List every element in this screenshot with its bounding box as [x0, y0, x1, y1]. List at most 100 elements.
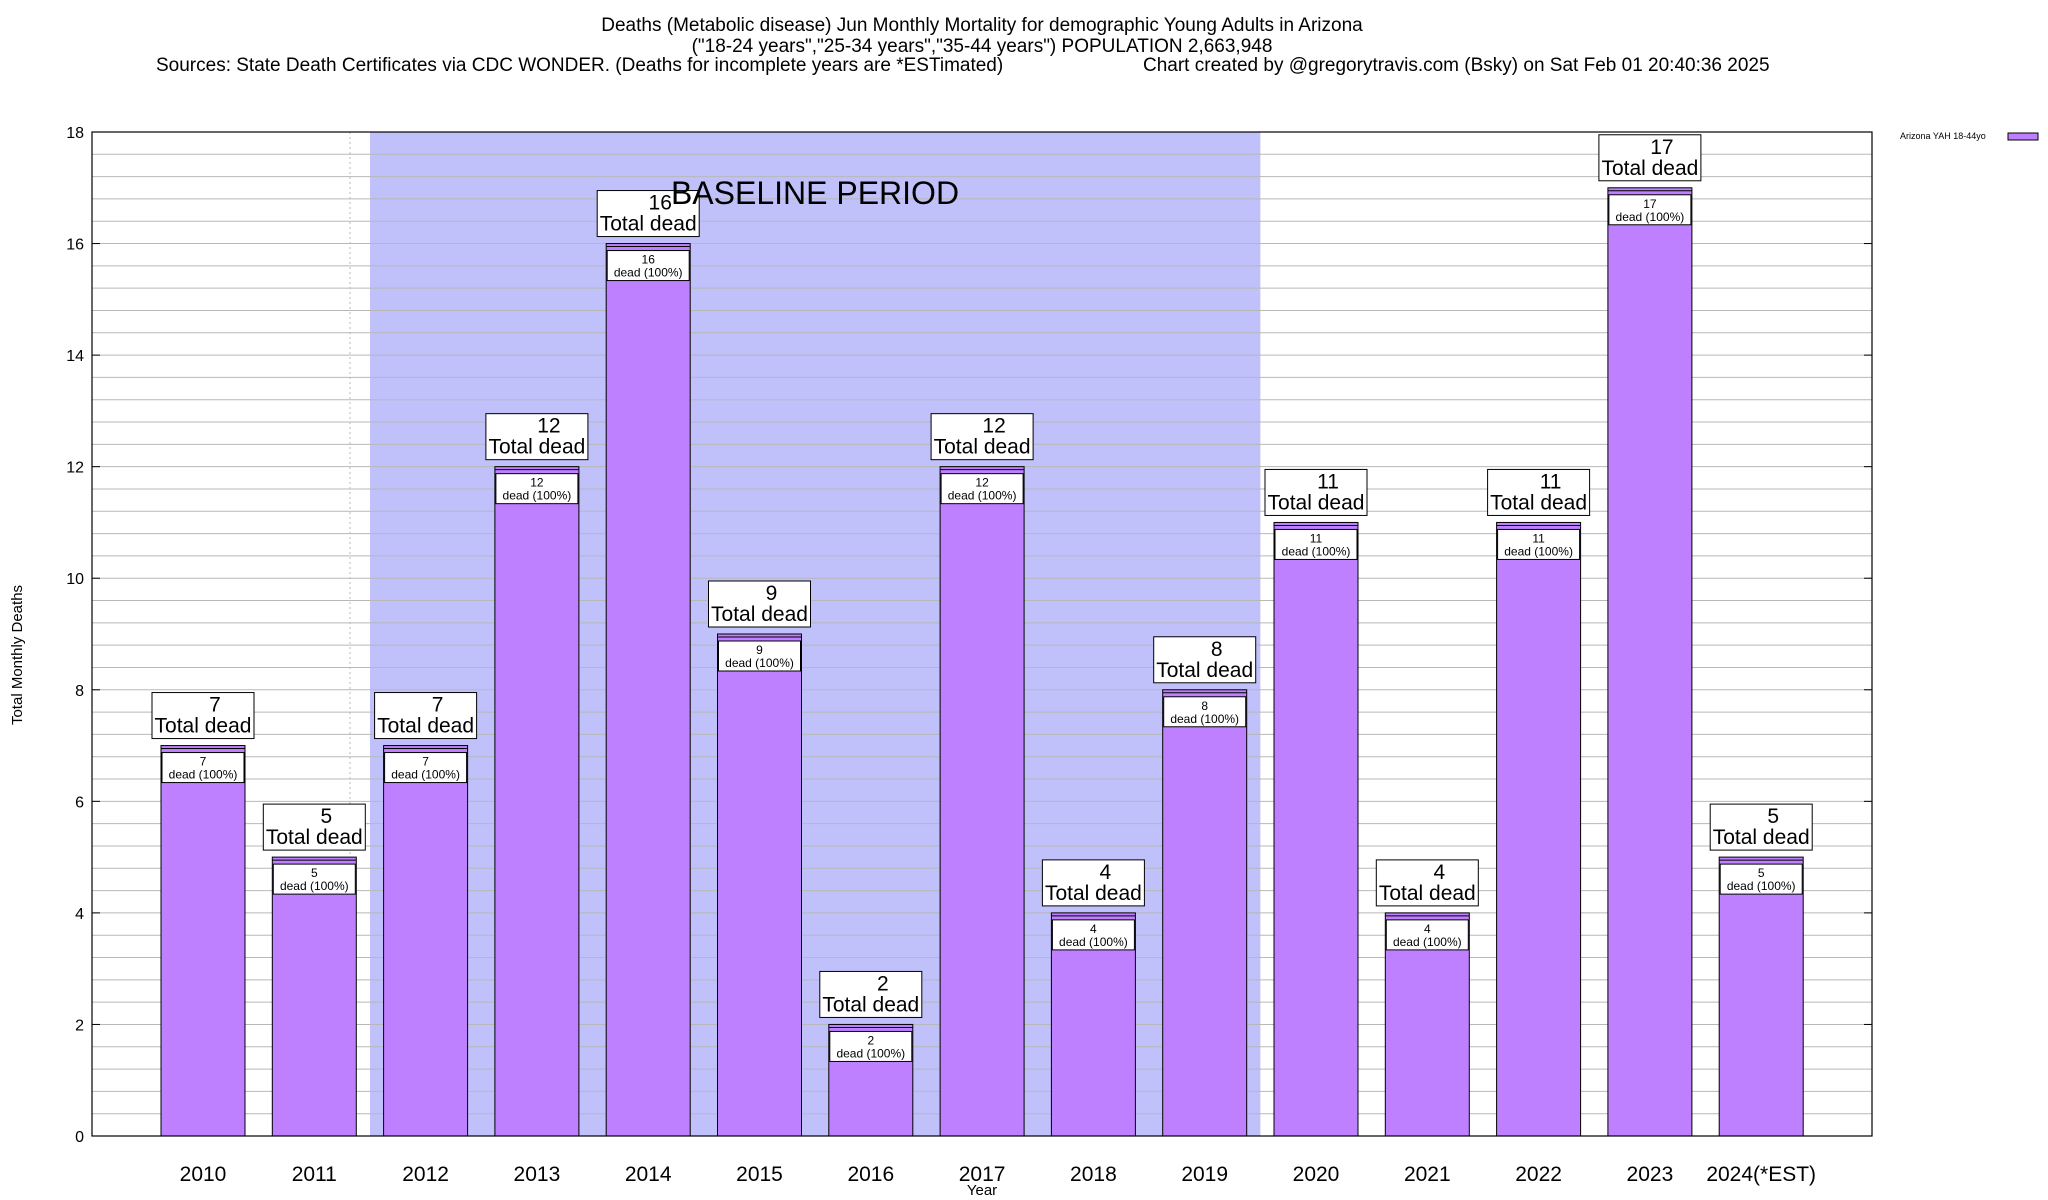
inner-label-value: 9	[756, 643, 763, 657]
x-tick-label-2019: 2019	[1181, 1163, 1228, 1186]
inner-label-text: dead (100%)	[1282, 544, 1351, 558]
bars-layer	[160, 187, 1804, 1137]
total-label-text: Total dead	[1268, 491, 1365, 514]
x-tick-label-2024(*EST): 2024(*EST)	[1706, 1163, 1816, 1186]
inner-label-box	[940, 473, 1024, 505]
inner-label-text: dead (100%)	[503, 489, 572, 503]
inner-label-value: 11	[1310, 531, 1323, 545]
inner-label-box	[495, 473, 579, 505]
total-label-value: 12	[537, 415, 560, 438]
x-tick-label-2022: 2022	[1515, 1163, 1562, 1186]
total-label-text: Total dead	[1601, 157, 1698, 180]
inner-label-value: 4	[1424, 922, 1431, 936]
inner-label-value: 7	[200, 755, 207, 769]
x-tick-label-2023: 2023	[1627, 1163, 1674, 1186]
title-line-3: Sources: State Death Certificates via CD…	[156, 55, 1003, 76]
inner-label-text: dead (100%)	[836, 1046, 905, 1060]
total-label-box	[1153, 636, 1257, 684]
inner-label-value: 12	[530, 476, 544, 490]
inner-label-text: dead (100%)	[391, 768, 460, 782]
total-label-value: 9	[766, 582, 778, 605]
total-label-box	[1598, 134, 1702, 182]
inner-label-box	[384, 752, 468, 784]
x-tick-label-2018: 2018	[1070, 1163, 1117, 1186]
total-label-text: Total dead	[1713, 826, 1810, 849]
x-tick-label-2016: 2016	[847, 1163, 894, 1186]
total-label-value: 4	[1433, 861, 1445, 884]
bar-2012	[383, 745, 469, 1137]
bar-2015	[717, 633, 802, 1137]
total-label-box	[708, 580, 811, 628]
inner-label-text: dead (100%)	[725, 656, 794, 670]
x-axis-title: Year	[967, 1182, 997, 1199]
y-tick-label-14: 14	[66, 348, 84, 365]
title-line-1: Deaths (Metabolic disease) Jun Monthly M…	[601, 15, 1363, 36]
bar-2020	[1273, 521, 1359, 1137]
inner-label-value: 7	[422, 755, 429, 769]
inner-label-box	[272, 863, 356, 895]
inner-label-box	[1163, 696, 1247, 728]
x-tick-label-2014: 2014	[625, 1163, 672, 1186]
inner-label-box	[1274, 528, 1358, 560]
inner-label-box	[829, 1030, 913, 1062]
total-label-box	[596, 190, 700, 238]
inner-label-box	[161, 752, 245, 784]
total-label-value: 7	[432, 694, 444, 717]
inner-label-box	[1497, 528, 1581, 560]
inner-label-text: dead (100%)	[1727, 879, 1796, 893]
total-label-value: 11	[1317, 470, 1339, 493]
total-label-text: Total dead	[600, 213, 697, 236]
x-tick-label-2013: 2013	[514, 1163, 561, 1186]
inner-label-box	[1719, 863, 1803, 895]
y-tick-label-12: 12	[66, 460, 84, 477]
total-label-text: Total dead	[1379, 882, 1476, 905]
legend: Arizona YAH 18-44yo	[1900, 131, 2039, 141]
total-label-value: 11	[1540, 470, 1562, 493]
inner-label-text: dead (100%)	[1616, 210, 1685, 224]
y-tick-label-16: 16	[66, 237, 84, 254]
inner-label-box	[606, 250, 690, 282]
total-label-value: 16	[649, 192, 672, 215]
bar-2014	[605, 243, 691, 1137]
inner-label-box	[1385, 919, 1469, 951]
inner-label-value: 2	[867, 1033, 874, 1047]
total-label-text: Total dead	[1156, 659, 1253, 682]
inner-label-value: 8	[1201, 699, 1208, 713]
inner-label-value: 12	[975, 476, 989, 490]
inner-label-value: 16	[642, 253, 656, 267]
legend-swatch	[2007, 132, 2039, 141]
total-label-box	[1487, 468, 1591, 516]
total-label-text: Total dead	[377, 715, 474, 738]
inner-label-text: dead (100%)	[614, 266, 683, 280]
total-label-text: Total dead	[934, 436, 1031, 459]
y-tick-label-4: 4	[75, 906, 84, 923]
total-label-box	[262, 803, 366, 851]
total-label-value: 5	[1767, 805, 1779, 828]
total-label-box	[485, 413, 589, 461]
total-label-text: Total dead	[1045, 882, 1142, 905]
y-tick-label-18: 18	[66, 125, 84, 142]
total-label-box	[1264, 468, 1368, 516]
inner-label-text: dead (100%)	[1393, 935, 1462, 949]
